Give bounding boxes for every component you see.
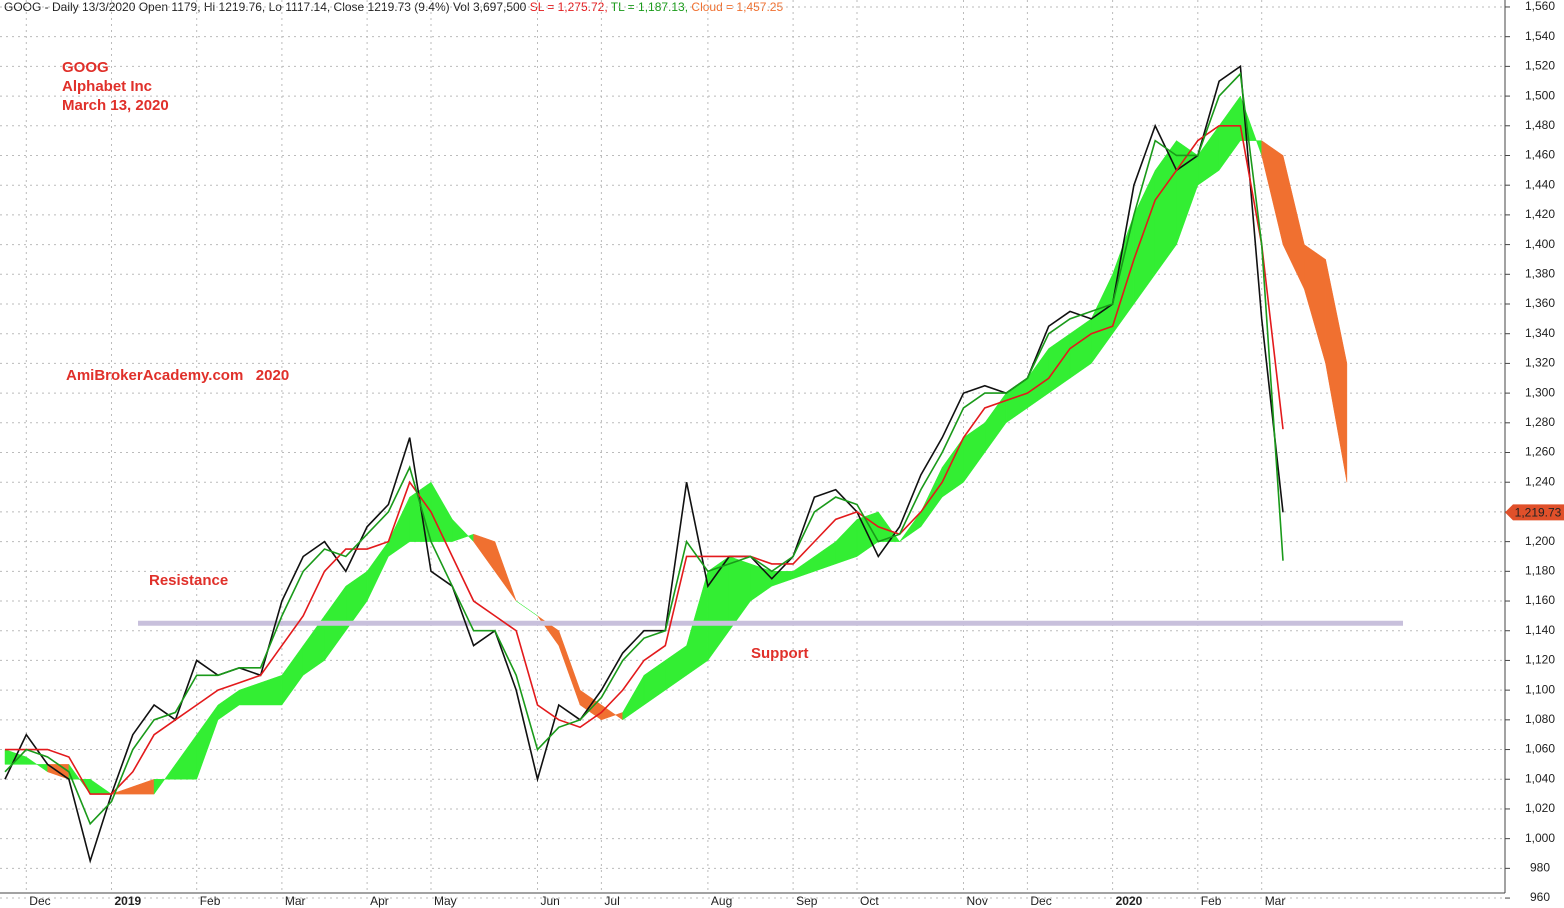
cloud-segment	[1197, 125, 1220, 186]
y-tick-label: 1,120	[1525, 653, 1555, 667]
x-tick-label: Dec	[29, 894, 50, 908]
cloud-segment	[1282, 155, 1305, 290]
cloud-segment	[835, 518, 858, 565]
cloud-segment	[494, 541, 517, 602]
cloud-segment	[452, 518, 474, 543]
y-tick-label: 1,100	[1525, 682, 1555, 696]
y-tick-label: 1,380	[1525, 266, 1555, 280]
cloud-segment	[1218, 95, 1241, 172]
x-tick-label: 2020	[1116, 894, 1143, 908]
legend-entry: SL = 1,275.72,	[530, 0, 608, 14]
x-tick-label: Jun	[541, 894, 560, 908]
cloud-segment	[89, 778, 113, 795]
annotation: Support	[751, 645, 809, 662]
cloud-segment	[601, 704, 623, 721]
cloud-segment	[1133, 170, 1156, 305]
x-tick-label: Aug	[711, 894, 732, 908]
y-tick-label: 960	[1530, 890, 1550, 904]
cloud-segment	[175, 733, 197, 780]
y-tick-label: 1,140	[1525, 623, 1555, 637]
y-tick-label: 1,160	[1525, 593, 1555, 607]
cloud-segment	[281, 644, 304, 706]
cloud-segment	[260, 674, 283, 706]
x-tick-label: Feb	[1201, 894, 1222, 908]
x-tick-label: Jul	[604, 894, 619, 908]
y-tick-label: 1,560	[1525, 0, 1555, 13]
cloud-segment	[1325, 259, 1348, 483]
y-tick-label: 1,200	[1525, 534, 1555, 548]
y-tick-label: 1,060	[1525, 742, 1555, 756]
y-tick-label: 1,520	[1525, 59, 1555, 73]
last-price-label: 1,219.73	[1515, 505, 1562, 519]
cloud-segment	[1091, 274, 1113, 365]
y-tick-label: 1,280	[1525, 415, 1555, 429]
cloud-segment	[153, 763, 176, 795]
cloud-segment	[1261, 140, 1284, 245]
cloud-segment	[643, 659, 666, 706]
x-tick-label: Nov	[967, 894, 988, 908]
cloud-segment	[239, 682, 261, 706]
cloud-segment	[217, 689, 240, 721]
x-tick-label: Mar	[285, 894, 306, 908]
cloud-segment	[473, 533, 496, 573]
y-tick-label: 1,400	[1525, 237, 1555, 251]
annotation: GOOG	[62, 59, 109, 76]
y-tick-label: 1,260	[1525, 445, 1555, 459]
y-tick-label: 1,480	[1525, 118, 1555, 132]
annotation: AmiBrokerAcademy.com 2020	[66, 367, 289, 384]
y-tick-label: 1,240	[1525, 474, 1555, 488]
y-tick-label: 1,460	[1525, 148, 1555, 162]
y-tick-label: 1,440	[1525, 177, 1555, 191]
cloud-segment	[516, 600, 538, 617]
y-tick-label: 1,340	[1525, 326, 1555, 340]
annotation: March 13, 2020	[62, 97, 169, 114]
cloud-segment	[132, 778, 155, 795]
x-tick-label: Feb	[200, 894, 221, 908]
cloud-segment	[814, 541, 836, 572]
x-tick-label: Oct	[860, 894, 879, 908]
y-tick-label: 1,040	[1525, 771, 1555, 785]
x-tick-label: Dec	[1030, 894, 1051, 908]
cloud-segment	[196, 704, 219, 780]
cloud-segment	[1069, 318, 1092, 379]
cloud-segment	[1154, 139, 1177, 276]
y-tick-label: 1,360	[1525, 296, 1555, 310]
cloud-segment	[963, 422, 986, 483]
y-tick-label: 1,000	[1525, 831, 1555, 845]
indicator-line	[4, 72, 1284, 826]
y-tick-label: 1,500	[1525, 88, 1555, 102]
cloud-segment	[622, 674, 645, 721]
x-tick-label: 2019	[115, 894, 142, 908]
legend-entry: Cloud = 1,457.25	[691, 0, 783, 14]
x-tick-label: Mar	[1265, 894, 1286, 908]
last-price-tag	[1505, 504, 1564, 521]
cloud-segment	[1304, 244, 1326, 364]
y-tick-label: 1,540	[1525, 29, 1555, 43]
y-tick-label: 1,020	[1525, 801, 1555, 815]
y-tick-label: 980	[1530, 861, 1550, 875]
annotation: Alphabet Inc	[62, 78, 152, 95]
x-tick-label: Apr	[370, 894, 389, 908]
y-tick-label: 1,320	[1525, 356, 1555, 370]
y-tick-label: 1,420	[1525, 207, 1555, 221]
cloud-segment	[665, 645, 687, 691]
x-tick-label: May	[434, 894, 457, 908]
annotation: Resistance	[149, 572, 228, 589]
y-tick-label: 1,180	[1525, 563, 1555, 577]
cloud-segment	[728, 556, 751, 632]
x-tick-label: Sep	[796, 894, 818, 908]
cloud-segment	[771, 571, 794, 587]
y-tick-label: 1,300	[1525, 385, 1555, 399]
indicator-line	[5, 124, 1284, 795]
y-tick-label: 1,080	[1525, 712, 1555, 726]
cloud-segment	[558, 630, 581, 706]
